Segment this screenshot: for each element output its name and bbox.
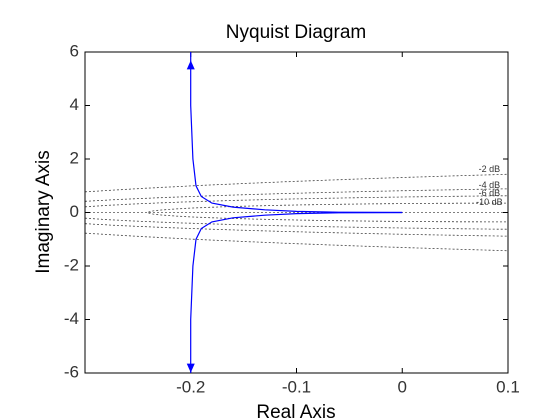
y-tick-label: 4 bbox=[70, 95, 79, 114]
m-circle bbox=[85, 195, 508, 208]
x-tick-label: 0.1 bbox=[496, 377, 520, 396]
y-tick-label: 0 bbox=[70, 202, 79, 221]
y-tick-label: -6 bbox=[64, 362, 79, 381]
m-circle-label: -6 dB bbox=[479, 188, 501, 198]
m-circle-label: -10 dB bbox=[476, 197, 503, 207]
m-circle bbox=[85, 217, 508, 230]
m-circle bbox=[85, 232, 508, 252]
m-circle bbox=[148, 202, 508, 213]
nyquist-curve bbox=[190, 52, 403, 214]
y-tick-label: -4 bbox=[64, 309, 79, 328]
x-tick-label: -0.2 bbox=[176, 377, 205, 396]
y-axis-label: Imaginary Axis bbox=[33, 150, 54, 274]
y-tick-label: -2 bbox=[64, 255, 79, 274]
m-circle bbox=[85, 223, 508, 237]
x-tick-label: 0 bbox=[398, 377, 407, 396]
m-circle bbox=[85, 188, 508, 202]
m-circle bbox=[148, 212, 508, 223]
y-tick-label: 2 bbox=[70, 148, 79, 167]
m-circle-label: -4 dB bbox=[479, 180, 501, 190]
direction-arrow bbox=[186, 60, 195, 70]
x-axis-label: Real Axis bbox=[256, 402, 335, 420]
chart-title: Nyquist Diagram bbox=[226, 22, 366, 43]
y-tick-label: 6 bbox=[70, 41, 79, 60]
nyquist-curve bbox=[190, 211, 403, 373]
m-circle-label: -2 dB bbox=[479, 164, 501, 174]
m-circle bbox=[85, 173, 508, 193]
x-tick-label: -0.1 bbox=[282, 377, 311, 396]
direction-arrow bbox=[186, 363, 195, 373]
